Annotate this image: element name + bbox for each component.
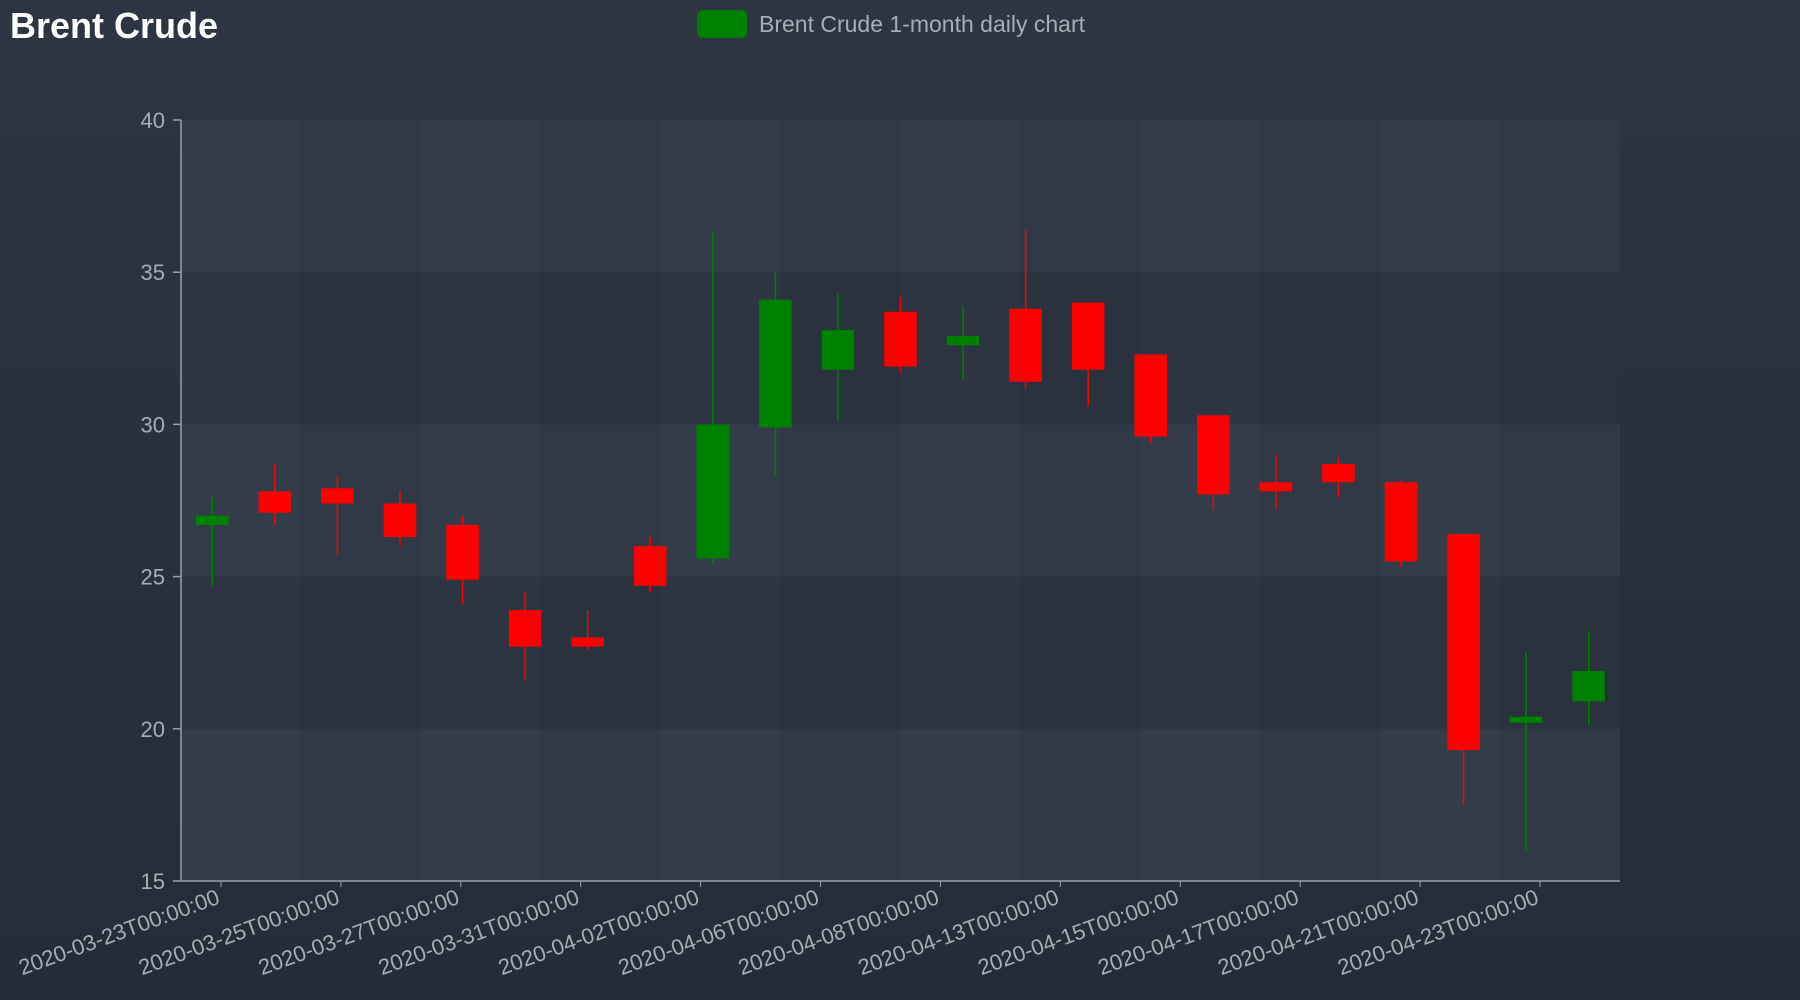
x-tick-label: 2020-04-06T00:00:00 — [615, 884, 822, 980]
candle — [383, 491, 417, 547]
candle — [1197, 415, 1230, 510]
x-tick-label: 2020-04-13T00:00:00 — [855, 884, 1062, 980]
x-tick-label: 2020-03-25T00:00:00 — [135, 884, 342, 980]
candle — [1447, 533, 1480, 805]
candles — [196, 229, 1605, 851]
y-tick-label: 35 — [141, 260, 165, 285]
x-tick-label: 2020-04-02T00:00:00 — [495, 884, 702, 980]
candle — [1572, 631, 1605, 726]
candle — [571, 610, 604, 650]
x-tick-label: 2020-04-15T00:00:00 — [975, 884, 1182, 980]
candle-body — [821, 330, 855, 370]
candle — [196, 497, 229, 586]
legend-swatch — [697, 10, 747, 38]
candle — [946, 305, 980, 379]
candle — [1009, 229, 1042, 388]
plot-column-band — [1020, 120, 1141, 881]
x-tick-label: 2020-03-23T00:00:00 — [15, 884, 222, 980]
x-tick-label: 2020-04-21T00:00:00 — [1214, 884, 1421, 980]
candle-body — [1259, 482, 1293, 492]
legend[interactable]: Brent Crude 1-month daily chart — [697, 10, 1085, 38]
candle-body — [258, 491, 292, 513]
candle-body — [1197, 415, 1230, 495]
candle — [1071, 302, 1105, 407]
candle-body — [1447, 533, 1480, 751]
plot-band — [181, 728, 1620, 881]
chart-title: Brent Crude — [10, 5, 219, 46]
x-tick-label: 2020-04-23T00:00:00 — [1334, 884, 1541, 980]
plot-band — [181, 120, 1620, 273]
plot-band — [181, 576, 1620, 729]
candle-body — [1071, 302, 1105, 370]
plot-background — [181, 120, 1620, 881]
legend-label: Brent Crude 1-month daily chart — [759, 10, 1085, 37]
y-tick-label: 20 — [141, 717, 165, 742]
candle-body — [696, 424, 730, 559]
y-tick-label: 40 — [141, 108, 165, 133]
candle-body — [571, 637, 604, 647]
candle — [321, 476, 354, 556]
candle — [258, 463, 292, 525]
candle-body — [1009, 308, 1042, 382]
candle — [508, 591, 542, 681]
candle-body — [1384, 482, 1418, 562]
candle — [1509, 652, 1543, 851]
axes — [180, 120, 1620, 882]
x-tick-label: 2020-04-17T00:00:00 — [1095, 884, 1302, 980]
plot-column-band — [1500, 120, 1620, 881]
candle-body — [196, 515, 229, 525]
candle-body — [383, 503, 417, 538]
candle-body — [759, 299, 792, 428]
y-tick-label: 30 — [141, 412, 165, 437]
candle — [759, 272, 792, 477]
x-tick-label: 2020-03-27T00:00:00 — [255, 884, 462, 980]
candle — [696, 232, 730, 565]
candle-body — [1509, 716, 1543, 723]
candle-body — [1572, 670, 1605, 702]
plot-column-band — [300, 120, 421, 881]
candle — [1384, 479, 1418, 568]
plot-column-band — [1260, 120, 1381, 881]
candle-body — [946, 336, 980, 346]
candle-body — [1322, 463, 1355, 483]
candle — [1259, 454, 1293, 510]
candle-body — [508, 610, 542, 647]
plot-band — [181, 424, 1620, 577]
x-tick-label: 2020-03-31T00:00:00 — [375, 884, 582, 980]
candle-body — [446, 524, 479, 580]
candle — [446, 515, 479, 604]
candle-body — [321, 488, 354, 504]
plot-column-band — [540, 120, 661, 881]
y-tick-label: 25 — [141, 565, 165, 590]
candle-body — [1134, 354, 1168, 437]
candle — [1134, 354, 1168, 443]
candle-body — [884, 311, 917, 367]
candle — [821, 293, 855, 422]
candle — [633, 537, 667, 592]
y-tick-label: 15 — [141, 869, 165, 894]
candle-body — [633, 546, 667, 586]
candle — [1322, 457, 1355, 498]
x-axis-ticks: 2020-03-23T00:00:002020-03-25T00:00:0020… — [15, 881, 1542, 980]
candle — [884, 296, 917, 373]
y-axis-ticks: 15 20 25 30 35 40 — [141, 108, 181, 894]
plot-column-band — [780, 120, 901, 881]
x-tick-label: 2020-04-08T00:00:00 — [735, 884, 942, 980]
